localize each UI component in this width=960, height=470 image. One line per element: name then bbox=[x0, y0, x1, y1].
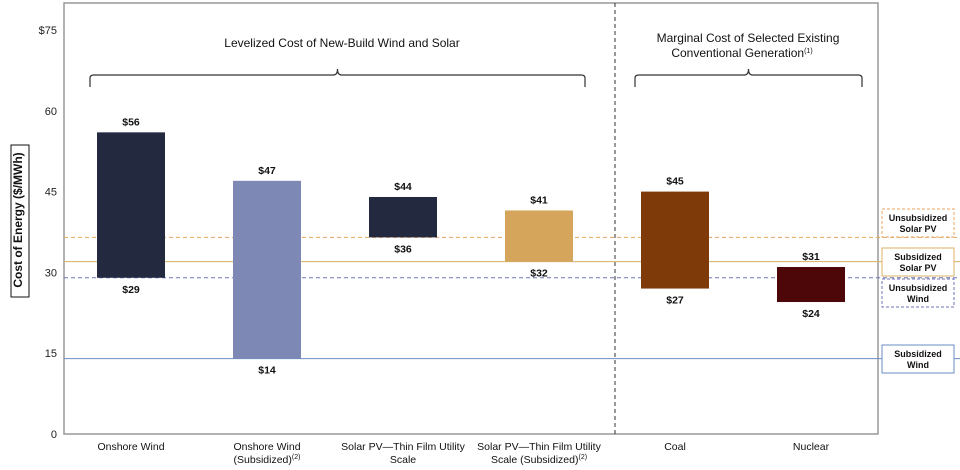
bar-low-label: $14 bbox=[258, 365, 276, 377]
bar-high-label: $56 bbox=[122, 116, 140, 128]
legend-box bbox=[881, 344, 955, 374]
bar bbox=[641, 191, 709, 289]
bar bbox=[505, 210, 573, 262]
x-category-label-line2: (Subsidized)(2) bbox=[234, 454, 301, 466]
bar-high-label: $41 bbox=[530, 194, 548, 206]
x-category-label: Nuclear bbox=[793, 441, 830, 453]
legend-box bbox=[881, 208, 955, 238]
bar-high-label: $44 bbox=[394, 181, 412, 193]
bar-low-label: $27 bbox=[666, 295, 684, 307]
bar bbox=[777, 267, 845, 303]
x-category-label: Solar PV—Thin Film Utility bbox=[477, 441, 601, 453]
bar-high-label: $47 bbox=[258, 165, 276, 177]
bar-high-label: $31 bbox=[802, 251, 820, 263]
legend-label-line2: Wind bbox=[907, 360, 929, 370]
section-brace bbox=[89, 68, 586, 87]
x-category-label-line2: Scale bbox=[390, 454, 416, 466]
bar-low-label: $24 bbox=[802, 308, 820, 320]
section-title: Levelized Cost of New-Build Wind and Sol… bbox=[224, 36, 459, 50]
section-title: Marginal Cost of Selected Existing bbox=[657, 31, 840, 45]
bar-low-label: $32 bbox=[530, 268, 548, 280]
bar-low-label: $29 bbox=[122, 284, 140, 296]
legend-label-line2: Solar PV bbox=[899, 263, 936, 273]
y-tick-label: 60 bbox=[45, 106, 57, 118]
y-tick-label: 0 bbox=[51, 429, 57, 441]
y-axis-label: Cost of Energy ($/MWh) bbox=[11, 152, 25, 287]
bar bbox=[369, 196, 437, 238]
y-tick-label: 15 bbox=[45, 348, 57, 360]
plot-area: 0 15 30 45 60 $75 $56 $29 Onshore Wind $47 $14 Onsh… bbox=[39, 2, 960, 466]
bar-low-label: $36 bbox=[394, 243, 412, 255]
legend-label: Unsubsidized bbox=[889, 283, 948, 293]
section-brace bbox=[634, 68, 863, 87]
y-tick-label: 30 bbox=[45, 267, 57, 279]
legend-label: Subsidized bbox=[894, 349, 942, 359]
legend-box bbox=[881, 247, 955, 277]
x-category-label: Onshore Wind bbox=[233, 441, 300, 453]
legend-label: Unsubsidized bbox=[889, 213, 948, 223]
legend-box bbox=[881, 278, 955, 308]
bar bbox=[97, 132, 165, 278]
legend-label-line2: Solar PV bbox=[899, 224, 936, 234]
bar bbox=[233, 180, 301, 359]
legend-label: Subsidized bbox=[894, 252, 942, 262]
x-category-label: Onshore Wind bbox=[97, 441, 164, 453]
y-tick-label: $75 bbox=[39, 25, 57, 37]
legend-label-line2: Wind bbox=[907, 294, 929, 304]
x-category-label-line2: Scale (Subsidized)(2) bbox=[491, 454, 587, 466]
y-tick-label: 45 bbox=[45, 187, 57, 199]
section-title-line2: Conventional Generation(1) bbox=[671, 46, 812, 60]
bar-high-label: $45 bbox=[666, 176, 684, 188]
y-axis-label-box bbox=[10, 144, 30, 298]
x-category-label: Solar PV—Thin Film Utility bbox=[341, 441, 465, 453]
x-category-label: Coal bbox=[664, 441, 686, 453]
plot-frame bbox=[63, 2, 879, 435]
